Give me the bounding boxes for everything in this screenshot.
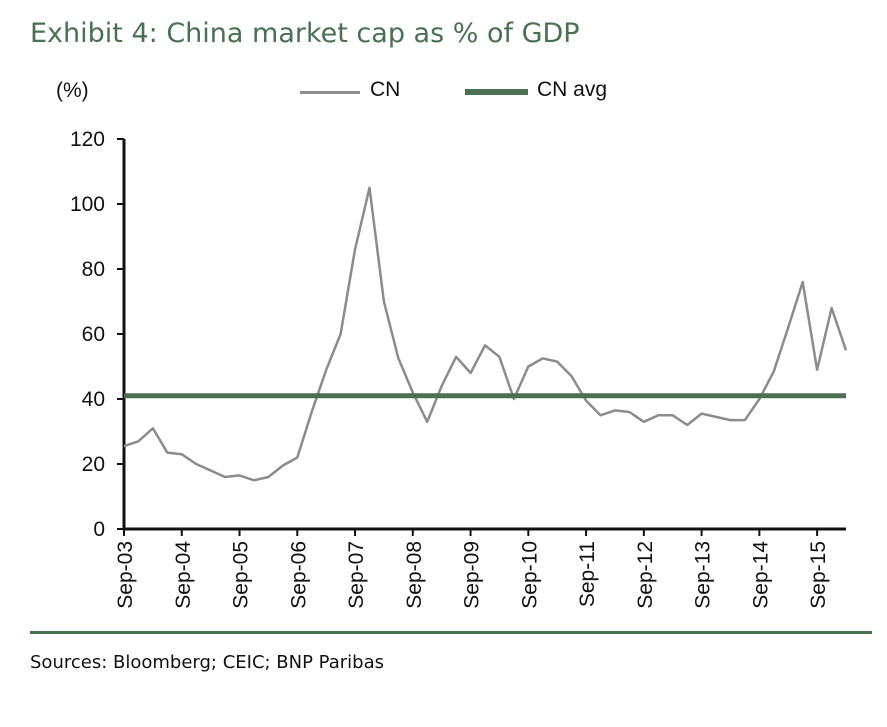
series-layer [123, 186, 848, 482]
footer-divider [30, 631, 872, 634]
x-tick-label: Sep-12 [634, 541, 657, 609]
x-tick-label: Sep-07 [345, 541, 368, 609]
legend-label-cn-avg: CN avg [537, 78, 608, 101]
x-tick-label: Sep-10 [518, 541, 541, 609]
y-axis: 0 20 40 60 80 100 120 [70, 128, 126, 541]
y-tick-label: 100 [70, 193, 105, 216]
x-tick-label: Sep-08 [403, 541, 426, 609]
x-tick-label: Sep-15 [807, 541, 830, 609]
y-tick-label: 20 [82, 453, 105, 476]
y-axis-unit-label: (%) [56, 79, 89, 102]
y-tick-label: 120 [70, 128, 105, 151]
y-tick-label: 40 [82, 388, 105, 411]
x-tick-label: Sep-05 [230, 541, 253, 609]
legend-swatch-cn [300, 91, 360, 94]
legend-swatch-cn-avg [465, 89, 528, 95]
x-axis: Sep-03 Sep-04 Sep-05 Sep-06 Sep-07 Sep-08 Sep-… [114, 527, 846, 609]
x-tick-label: Sep-03 [114, 541, 137, 609]
x-tick-label: Sep-11 [576, 541, 599, 607]
x-tick-label: Sep-04 [172, 541, 195, 609]
x-tick-label: Sep-14 [749, 541, 772, 609]
chart-title: Exhibit 4: China market cap as % of GDP [30, 18, 580, 49]
y-tick-label: 80 [82, 258, 105, 281]
x-tick-label: Sep-13 [692, 541, 715, 609]
x-tick-label: Sep-06 [287, 541, 310, 609]
x-tick-label: Sep-09 [461, 541, 484, 609]
source-note: Sources: Bloomberg; CEIC; BNP Paribas [30, 652, 384, 673]
series-line-cn [123, 186, 848, 482]
legend-label-cn: CN [370, 78, 401, 101]
y-tick-label: 60 [82, 323, 105, 346]
y-tick-label: 0 [93, 518, 105, 541]
